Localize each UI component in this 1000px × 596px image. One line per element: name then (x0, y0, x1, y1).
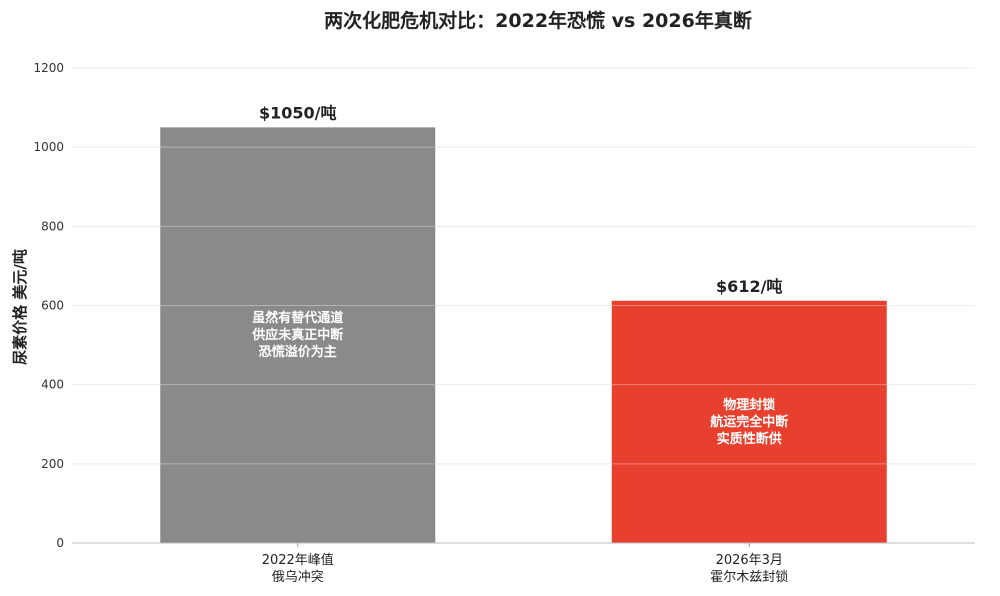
data-label: $612/吨 (716, 277, 782, 296)
y-tick-label: 200 (41, 457, 64, 471)
bars (160, 127, 887, 543)
data-labels: $1050/吨 $612/吨 (259, 103, 782, 295)
data-label: $1050/吨 (259, 103, 337, 122)
y-tick-label: 800 (41, 219, 64, 233)
y-axis-ticks: 0 200 400 600 800 1000 1200 (33, 61, 64, 550)
bar-annotation-line: 航运完全中断 (710, 414, 788, 430)
x-category-label: 2022年峰值 (262, 552, 334, 568)
bar-annotation-line: 物理封锁 (723, 397, 775, 413)
bar-annotation-line: 实质性断供 (717, 431, 782, 447)
bar-annotation-line: 供应未真正中断 (251, 327, 343, 343)
x-category-label: 霍尔木兹封锁 (710, 569, 788, 585)
x-category-label: 俄乌冲突 (272, 569, 324, 585)
y-tick-label: 1200 (33, 61, 64, 75)
bar (160, 127, 436, 543)
y-axis-label: 尿素价格 美元/吨 (11, 249, 29, 365)
y-tick-label: 400 (41, 378, 64, 392)
y-tick-label: 600 (41, 299, 64, 313)
bar-annotation-line: 恐慌溢价为主 (259, 344, 337, 360)
y-tick-label: 1000 (33, 140, 64, 154)
bar-annotation-line: 虽然有替代通道 (252, 310, 343, 326)
bar-gridlines (160, 146, 887, 465)
bar (611, 300, 887, 543)
y-tick-label: 0 (56, 536, 64, 550)
x-category-label: 2026年3月 (716, 553, 783, 568)
chart-title: 两次化肥危机对比：2022年恐慌 vs 2026年真断 (324, 9, 752, 32)
